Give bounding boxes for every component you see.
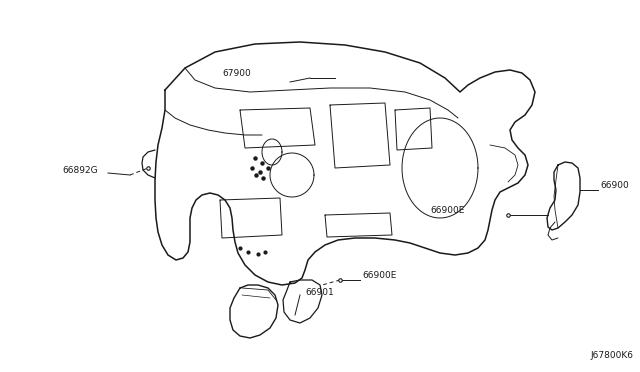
Text: 66900E: 66900E bbox=[362, 271, 396, 280]
Text: 66892G: 66892G bbox=[62, 166, 98, 175]
Text: 66900E: 66900E bbox=[430, 206, 465, 215]
Text: 66901: 66901 bbox=[305, 288, 333, 297]
Text: J67800K6: J67800K6 bbox=[590, 351, 633, 360]
Text: 66900: 66900 bbox=[600, 181, 628, 190]
Text: 67900: 67900 bbox=[222, 69, 251, 78]
